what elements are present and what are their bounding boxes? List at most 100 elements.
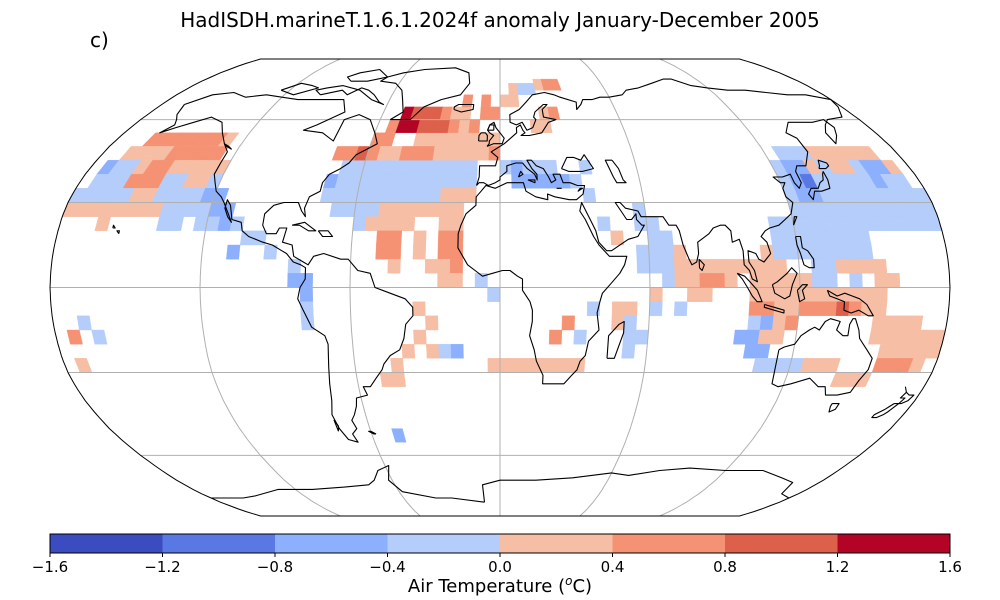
- anomaly-cell: [621, 344, 636, 359]
- anomaly-cell: [835, 259, 850, 274]
- anomaly-cell: [645, 216, 660, 232]
- anomaly-cell: [390, 202, 405, 217]
- coastline: [380, 67, 471, 121]
- anomaly-cell: [417, 173, 432, 189]
- anomaly-cell: [860, 259, 875, 274]
- anomaly-cell: [487, 358, 501, 373]
- anomaly-cell: [835, 301, 850, 316]
- coastline: [478, 132, 488, 142]
- anomaly-cell: [437, 259, 451, 274]
- anomaly-cell: [489, 106, 501, 120]
- coastline: [333, 419, 340, 432]
- anomaly-cell: [449, 259, 463, 274]
- anomaly-cell: [91, 329, 108, 345]
- anomaly-cell: [636, 259, 651, 274]
- anomaly-cell: [855, 230, 872, 246]
- anomaly-cell: [438, 344, 452, 359]
- coastline: [606, 320, 625, 359]
- anomaly-cell: [508, 94, 520, 108]
- anomaly-cell: [449, 273, 463, 288]
- anomaly-cell: [871, 315, 886, 331]
- anomaly-cell: [403, 188, 418, 203]
- anomaly-cell: [466, 146, 479, 161]
- anomaly-cell: [375, 244, 389, 260]
- anomaly-cell: [634, 329, 649, 345]
- anomaly-cell: [511, 358, 525, 373]
- colorbar-label-main: Air Temperature (: [407, 576, 566, 597]
- anomaly-cell: [287, 259, 302, 274]
- coastline: [457, 78, 843, 385]
- anomaly-cell: [544, 159, 558, 175]
- anomaly-cell: [686, 273, 701, 288]
- anomaly-cell: [568, 173, 583, 189]
- anomaly-cell: [611, 301, 626, 316]
- colorbar-bin: [612, 534, 725, 553]
- anomaly-cell: [759, 244, 774, 260]
- anomaly-cell: [499, 94, 510, 108]
- coastline: [223, 143, 232, 150]
- anomaly-cell: [873, 301, 888, 316]
- anomaly-cell: [450, 230, 464, 246]
- anomaly-cell: [784, 315, 799, 331]
- anomaly-cell: [597, 216, 611, 232]
- anomaly-cell: [387, 244, 402, 260]
- anomaly-cell: [393, 173, 409, 189]
- anomaly-cell: [488, 146, 501, 161]
- coastline: [159, 91, 414, 443]
- anomaly-cell: [747, 315, 762, 331]
- anomaly-cell: [511, 173, 524, 189]
- anomaly-cell: [367, 188, 383, 203]
- anomaly-cell: [772, 315, 787, 331]
- colorbar-label-unit: C): [572, 576, 593, 597]
- anomaly-cell: [419, 159, 434, 175]
- anomaly-cell: [661, 259, 676, 274]
- coastline: [368, 430, 377, 435]
- anomaly-cell: [883, 315, 899, 331]
- coastline: [793, 216, 798, 226]
- anomaly-cell: [426, 344, 440, 359]
- anomaly-cell: [168, 216, 185, 232]
- anomaly-cell: [774, 273, 788, 288]
- anomaly-cell: [458, 119, 471, 134]
- anomaly-cell: [759, 315, 774, 331]
- colorbar-bin: [162, 534, 275, 553]
- anomaly-cell: [649, 301, 663, 316]
- anomaly-cell: [824, 273, 838, 288]
- anomaly-cell: [252, 230, 267, 246]
- anomaly-cell: [660, 244, 675, 260]
- anomaly-cell: [659, 230, 674, 246]
- coastline: [871, 403, 900, 419]
- anomaly-cell: [662, 273, 676, 288]
- anomaly-cell: [405, 173, 420, 189]
- anomaly-cell: [635, 244, 650, 260]
- anomaly-cell: [673, 244, 687, 260]
- coastline: [577, 187, 584, 192]
- anomaly-cell: [861, 287, 876, 302]
- coastlines: [112, 67, 915, 503]
- coastline: [453, 103, 475, 113]
- anomaly-cell: [736, 259, 750, 274]
- coastline: [763, 303, 785, 314]
- anomaly-cell: [430, 159, 445, 175]
- anomaly-cell: [449, 244, 464, 260]
- anomaly-cell: [873, 259, 888, 274]
- anomaly-cell: [456, 132, 469, 147]
- anomaly-cell: [772, 244, 787, 260]
- anomaly-cell: [784, 244, 799, 260]
- anomaly-cell: [499, 358, 513, 373]
- coastline: [808, 171, 831, 201]
- anomaly-cell: [390, 358, 405, 373]
- coastline: [898, 386, 915, 405]
- anomaly-cell: [757, 329, 773, 345]
- anomaly-cell: [798, 301, 813, 316]
- coastline: [817, 159, 830, 170]
- anomaly-cell: [440, 173, 455, 189]
- anomaly-cell: [429, 173, 443, 189]
- anomaly-cell: [811, 287, 826, 302]
- coastline: [828, 403, 840, 413]
- colorbar-bin: [50, 534, 163, 553]
- anomaly-cell: [66, 329, 83, 345]
- anomaly-cell: [673, 259, 688, 274]
- coastline: [604, 159, 627, 184]
- colorbar-tick-label: −1.6: [31, 558, 69, 576]
